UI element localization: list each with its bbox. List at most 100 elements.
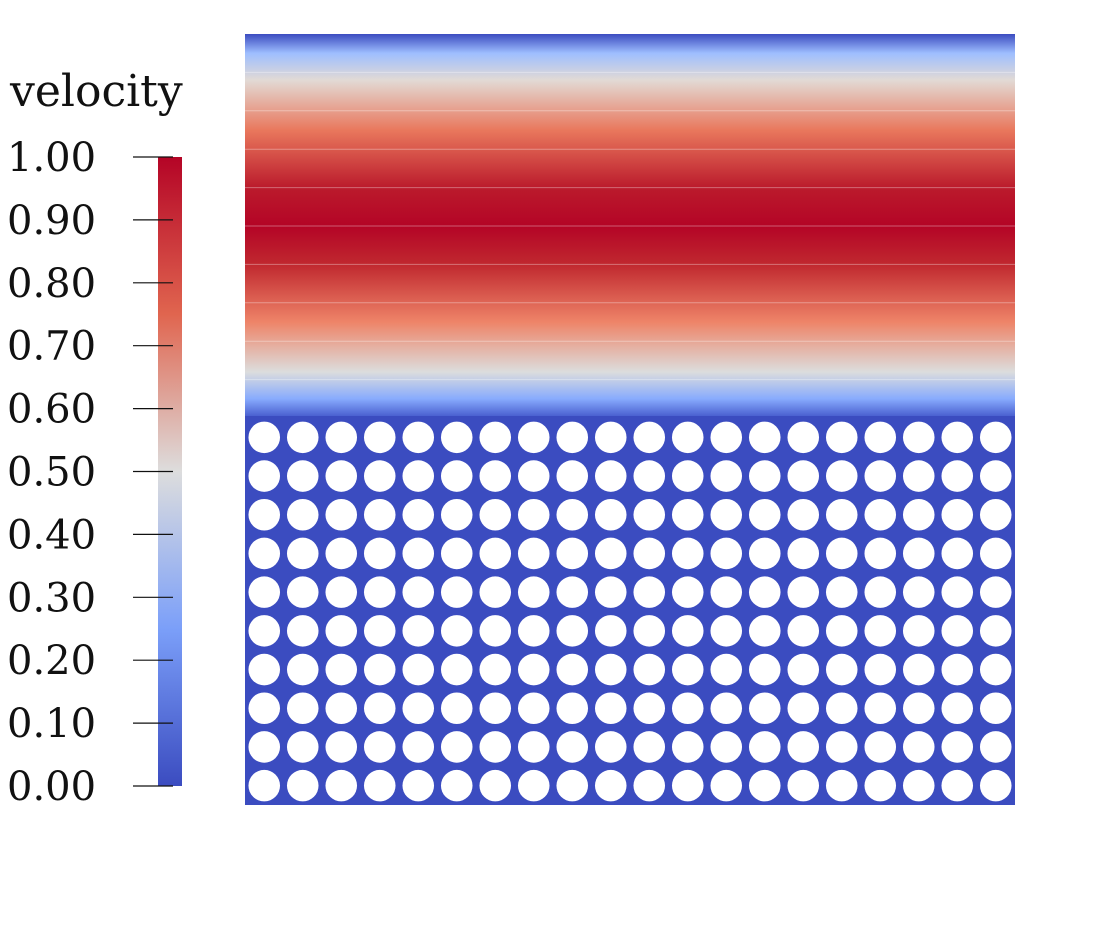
colorbar-tick-label: 0.30 — [7, 575, 96, 621]
porous-obstacle — [902, 731, 935, 763]
porous-obstacle — [594, 421, 627, 454]
porous-obstacle — [479, 498, 512, 531]
porous-obstacle — [941, 653, 974, 686]
porous-obstacle — [748, 460, 781, 492]
porous-obstacle — [363, 421, 396, 454]
porous-obstacle — [440, 692, 473, 725]
porous-obstacle — [864, 731, 897, 763]
porous-obstacle — [479, 769, 512, 802]
porous-obstacle — [594, 615, 627, 647]
porous-obstacle — [402, 537, 435, 570]
porous-obstacle — [979, 653, 1012, 686]
porous-obstacle — [517, 421, 550, 454]
porous-obstacle — [671, 769, 704, 802]
porous-obstacle — [556, 692, 589, 725]
porous-obstacle — [556, 498, 589, 531]
porous-obstacle — [633, 576, 666, 608]
porous-obstacle — [440, 537, 473, 570]
porous-obstacle — [479, 692, 512, 725]
contour-lines — [245, 71, 1015, 381]
porous-obstacle — [979, 769, 1012, 802]
porous-obstacle — [556, 653, 589, 686]
porous-obstacle — [517, 498, 550, 531]
porous-obstacle — [402, 421, 435, 454]
porous-obstacle — [979, 460, 1012, 492]
porous-obstacle — [979, 498, 1012, 531]
porous-obstacle — [864, 615, 897, 647]
porous-obstacle — [556, 537, 589, 570]
porous-obstacle — [787, 537, 820, 570]
porous-obstacle — [248, 537, 281, 570]
porous-obstacle — [248, 731, 281, 763]
porous-obstacle — [402, 692, 435, 725]
porous-obstacle — [710, 769, 743, 802]
porous-obstacle — [402, 615, 435, 647]
porous-obstacle — [248, 421, 281, 454]
porous-obstacle — [556, 731, 589, 763]
porous-obstacle — [902, 692, 935, 725]
porous-obstacle — [825, 731, 858, 763]
porous-obstacle — [864, 537, 897, 570]
colorbar-tick-label: 0.50 — [7, 450, 96, 496]
porous-obstacle — [517, 769, 550, 802]
porous-obstacle — [594, 576, 627, 608]
porous-obstacle — [363, 692, 396, 725]
porous-obstacle — [748, 769, 781, 802]
porous-obstacle — [440, 769, 473, 802]
porous-obstacle — [517, 615, 550, 647]
colorbar-tick-label: 0.90 — [7, 198, 96, 244]
porous-obstacle — [979, 731, 1012, 763]
porous-obstacle — [248, 460, 281, 492]
porous-obstacle — [902, 460, 935, 492]
porous-obstacle — [479, 537, 512, 570]
porous-obstacle — [556, 460, 589, 492]
porous-obstacle — [902, 498, 935, 531]
porous-obstacle — [941, 731, 974, 763]
porous-obstacle — [671, 421, 704, 454]
porous-obstacle — [671, 576, 704, 608]
colorbar-tick-label: 0.10 — [7, 701, 96, 747]
porous-obstacle — [286, 498, 319, 531]
porous-obstacle — [594, 731, 627, 763]
porous-obstacle — [902, 653, 935, 686]
porous-obstacle — [556, 615, 589, 647]
free-channel-region — [245, 34, 1015, 418]
porous-obstacle — [941, 421, 974, 454]
porous-obstacle — [671, 731, 704, 763]
porous-obstacle — [902, 615, 935, 647]
porous-obstacle — [902, 576, 935, 608]
velocity-field — [245, 34, 1015, 805]
porous-obstacle — [248, 576, 281, 608]
porous-obstacle — [787, 460, 820, 492]
porous-obstacle — [671, 537, 704, 570]
porous-obstacle — [402, 460, 435, 492]
porous-obstacle — [941, 769, 974, 802]
porous-obstacle — [325, 692, 358, 725]
porous-obstacle — [864, 653, 897, 686]
porous-obstacle — [979, 421, 1012, 454]
porous-obstacle — [787, 421, 820, 454]
porous-obstacle — [286, 731, 319, 763]
porous-obstacle — [633, 692, 666, 725]
porous-obstacle — [479, 421, 512, 454]
porous-obstacle — [941, 692, 974, 725]
porous-obstacle — [325, 653, 358, 686]
porous-obstacle — [710, 576, 743, 608]
porous-obstacle — [440, 731, 473, 763]
colorbar-tick-label: 0.80 — [7, 261, 96, 307]
colorbar-title: velocity — [9, 66, 183, 117]
porous-obstacle — [440, 421, 473, 454]
porous-obstacle — [556, 769, 589, 802]
porous-obstacle — [825, 769, 858, 802]
porous-bed-region — [245, 416, 1015, 805]
porous-obstacle — [517, 653, 550, 686]
porous-obstacle — [594, 692, 627, 725]
porous-obstacle — [594, 460, 627, 492]
porous-obstacle — [517, 576, 550, 608]
porous-obstacle — [325, 731, 358, 763]
porous-obstacle — [286, 421, 319, 454]
porous-obstacle — [594, 537, 627, 570]
porous-obstacle — [402, 576, 435, 608]
porous-obstacle — [748, 498, 781, 531]
